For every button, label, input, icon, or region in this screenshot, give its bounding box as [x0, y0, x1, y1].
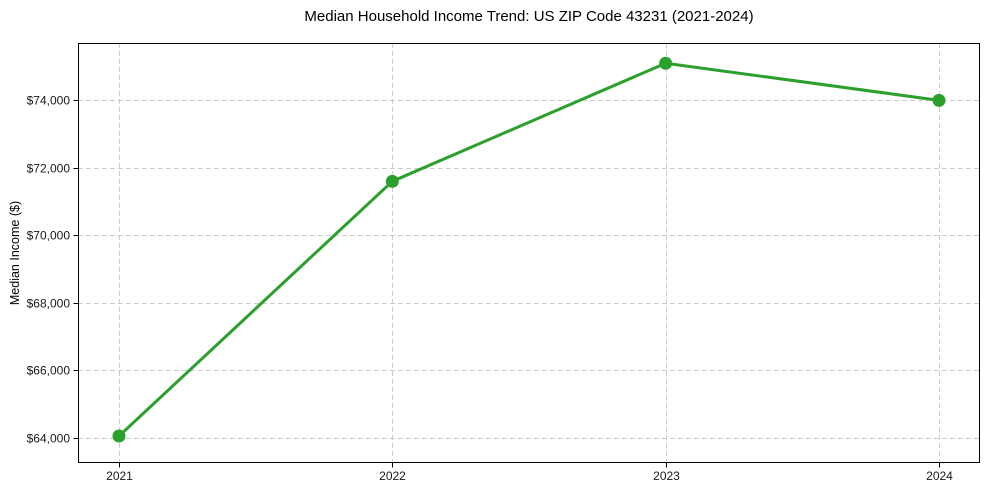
- x-tick-label: 2021: [106, 469, 133, 483]
- x-tick-label: 2022: [379, 469, 406, 483]
- data-point-2022: [385, 174, 399, 188]
- chart-title: Median Household Income Trend: US ZIP Co…: [304, 8, 754, 25]
- y-tick-label: $64,000: [27, 432, 71, 446]
- y-tick-label: $74,000: [27, 94, 71, 108]
- y-tick-label: $68,000: [27, 297, 71, 311]
- data-point-2024: [932, 93, 946, 107]
- axis-frame: [78, 43, 980, 463]
- data-point-2023: [659, 56, 673, 70]
- y-tick-label: $72,000: [27, 162, 71, 176]
- data-point-2021: [112, 429, 126, 443]
- trend-line: [117, 61, 941, 438]
- y-tick-label: $70,000: [27, 229, 71, 243]
- y-tick-label: $66,000: [27, 364, 71, 378]
- x-tick-label: 2023: [653, 469, 680, 483]
- x-tick-label: 2024: [926, 469, 953, 483]
